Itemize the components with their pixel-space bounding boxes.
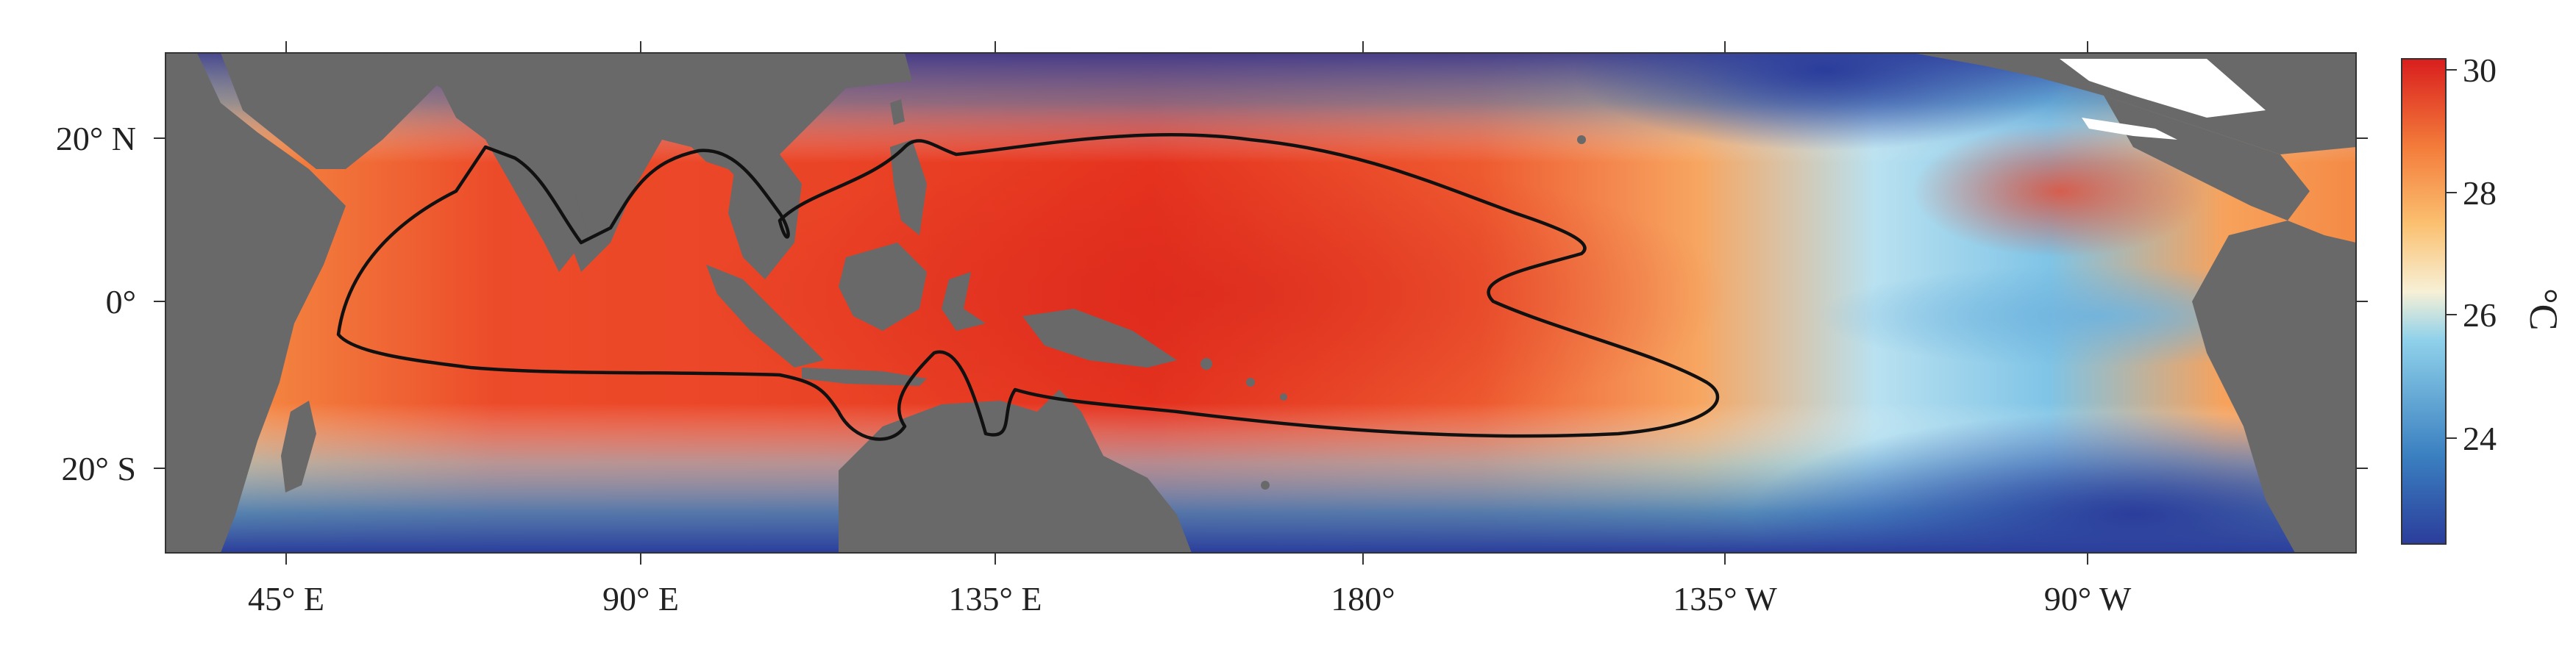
colorbar: 30 28 26 24 °C — [2401, 51, 2566, 545]
map-panel — [166, 53, 2356, 553]
x-tick-label: 135° W — [1673, 580, 1777, 618]
caribbean-gaps — [2060, 59, 2266, 140]
x-tick-label: 135° E — [949, 580, 1042, 618]
land-australia — [839, 390, 1192, 553]
land-island — [1280, 393, 1287, 401]
land-island — [1200, 358, 1212, 370]
land-island — [1577, 135, 1586, 144]
land-island — [1261, 481, 1270, 490]
land-india — [485, 140, 588, 272]
land-masses — [166, 53, 2356, 553]
land-java — [802, 368, 927, 386]
axis-ticks — [154, 41, 2368, 565]
map-frame — [165, 52, 2357, 554]
colorbar-tick-label: 28 — [2463, 174, 2497, 212]
colorbar-unit-label: °C — [2522, 288, 2566, 331]
land-asia-north — [383, 53, 912, 272]
land-philippines — [890, 140, 927, 235]
colorbar-tick-label: 24 — [2463, 420, 2497, 457]
colorbar-tick-label: 26 — [2463, 296, 2497, 334]
land-arabia — [221, 53, 441, 169]
colorbar-gradient — [2401, 58, 2447, 545]
land-north-america — [1913, 53, 2356, 154]
land-taiwan — [890, 99, 905, 125]
y-tick-label: 20° S — [62, 450, 136, 487]
x-tick-label: 45° E — [248, 580, 324, 618]
cuba — [2082, 118, 2177, 140]
land-new-guinea — [1022, 309, 1177, 368]
land-south-america — [2192, 221, 2356, 553]
land-indochina — [728, 154, 802, 279]
y-tick-label: 0° — [106, 283, 136, 321]
land-africa — [166, 53, 346, 553]
x-tick-label: 90° E — [602, 580, 679, 618]
east-pacific-warm-pool — [1913, 125, 2207, 257]
ne-pacific-cold — [1574, 53, 2074, 151]
land-sulawesi — [942, 272, 986, 331]
colorbar-tick-label: 30 — [2463, 51, 2497, 89]
white-land-nw — [2060, 59, 2266, 118]
x-tick-label: 180° — [1331, 580, 1395, 618]
land-island — [1246, 378, 1255, 387]
land-madagascar — [281, 401, 316, 493]
land-sumatra — [706, 265, 824, 368]
land-central-america — [2104, 96, 2310, 221]
x-tick-label: 90° W — [2044, 580, 2132, 618]
land-borneo — [839, 243, 927, 331]
sst-28c-contour — [336, 133, 1720, 441]
y-tick-labels: 20° N 0° 20° S — [56, 120, 136, 487]
x-tick-labels: 45° E 90° E 135° E 180° 135° W 90° W — [248, 580, 2132, 618]
se-pacific-cold — [1751, 412, 2356, 553]
y-tick-label: 20° N — [56, 120, 136, 157]
